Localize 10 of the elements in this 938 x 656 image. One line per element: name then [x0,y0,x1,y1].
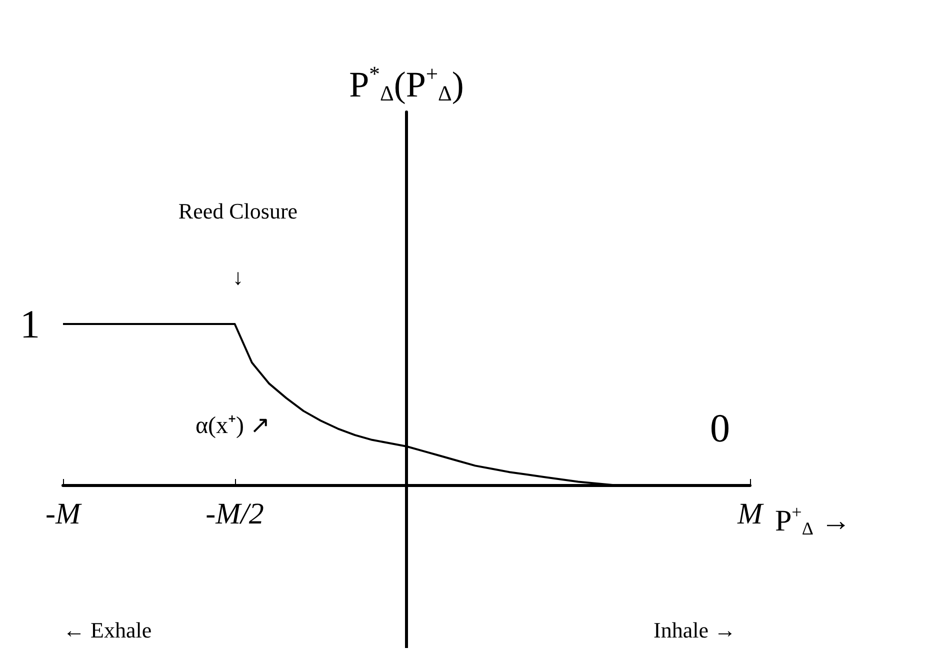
annotation: 0 [710,406,730,450]
text: ← Exhale [63,618,152,642]
text: Inhale → [654,618,736,642]
annotation: α(x⁺) ↗ [195,413,270,439]
x-tick-label: -M/2 [206,498,264,530]
x-axis-title: P+Δ → [775,502,851,538]
text: 1 [20,302,40,346]
x-tick-label: M [736,498,764,530]
x-tick-label: -M [46,498,82,530]
text: Reed Closure ↓ [178,198,298,290]
